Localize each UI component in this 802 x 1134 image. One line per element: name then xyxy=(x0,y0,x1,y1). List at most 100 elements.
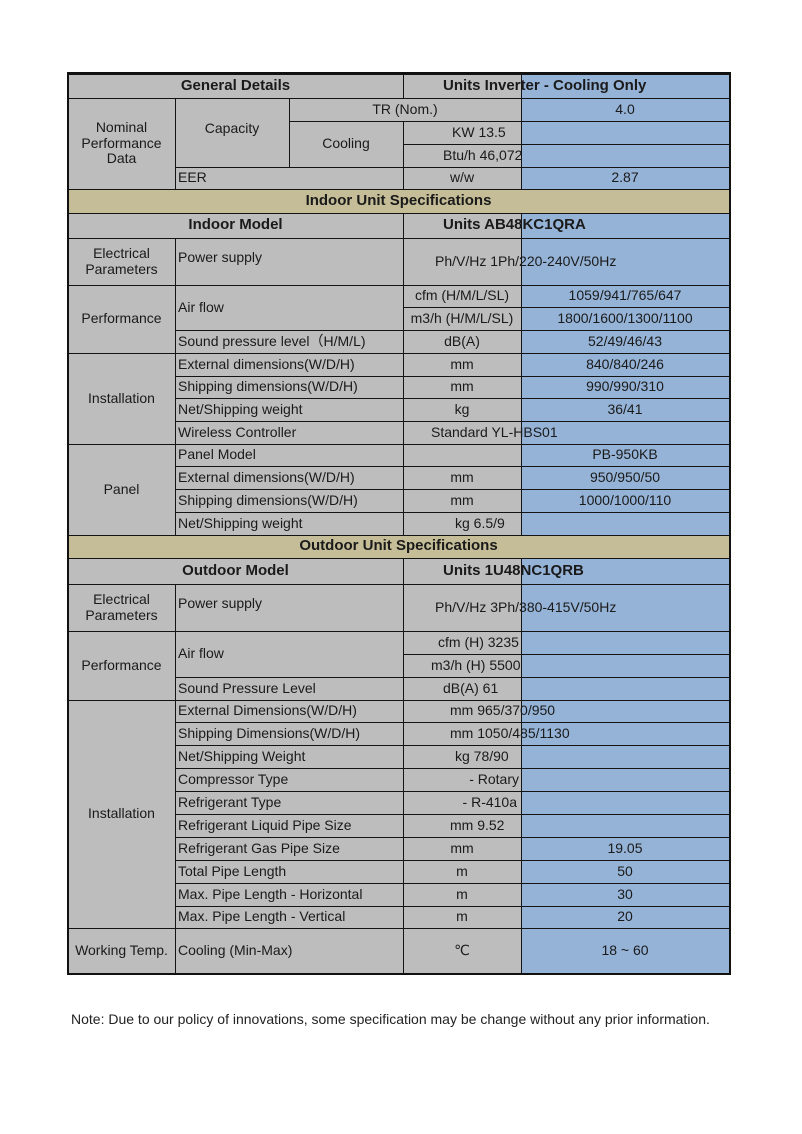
outdoor-model-unit-cell xyxy=(403,558,522,585)
indoor-panel-group-label: Panel xyxy=(103,480,140,497)
eer-unit: w/w xyxy=(449,169,475,186)
indoor-power-value: Ph/V/Hz 1Ph/220-240V/50Hz xyxy=(435,252,617,269)
tr-value: 4.0 xyxy=(615,100,635,117)
indoor-installation-group-label: Installation xyxy=(88,389,155,406)
indoor-wireless-row-label: Wireless Controller xyxy=(178,423,297,440)
indoor-sound-unit: dB(A) xyxy=(444,332,480,349)
cooling-label: Cooling xyxy=(322,135,370,152)
outdoor-installation-row-unit: m xyxy=(456,885,468,902)
working-temp-row-label-cell xyxy=(175,928,404,974)
footnote: Note: Due to our policy of innovations, … xyxy=(71,1011,710,1027)
indoor-sound-unit-cell xyxy=(403,330,522,354)
outdoor-installation-row-unit: mm xyxy=(450,839,474,856)
outdoor-installation-row-label: Compressor Type xyxy=(178,770,289,787)
indoor-airflow-label: Air flow xyxy=(178,298,224,315)
tr-value-cell xyxy=(521,98,730,122)
outdoor-model-value: Units 1U48NC1QRB xyxy=(443,561,584,579)
eer-label: EER xyxy=(178,169,207,186)
indoor-installation-row-value: 990/990/310 xyxy=(586,378,664,395)
indoor-model-value: Units AB48KC1QRA xyxy=(443,216,586,234)
nominal-group-label: Nominal Performance Data xyxy=(81,119,162,167)
outdoor-installation-row-value-cell xyxy=(521,745,730,769)
outdoor-installation-row-value-cell xyxy=(521,722,730,746)
outdoor-m3h-value-cell xyxy=(521,654,730,678)
indoor-panel-weight-row-label: Net/Shipping weight xyxy=(178,514,303,531)
indoor-panel-weight-row-value: kg 6.5/9 xyxy=(455,514,505,531)
indoor-installation-row-label: External dimensions(W/D/H) xyxy=(178,355,355,372)
indoor-panel-row-value: 1000/1000/110 xyxy=(578,491,672,508)
indoor-installation-row-label: Shipping dimensions(W/D/H) xyxy=(178,378,358,395)
indoor-panel-row-label-cell xyxy=(175,489,404,513)
indoor-section-title: Indoor Unit Specifications xyxy=(305,191,492,209)
indoor-panel-row-unit: mm xyxy=(450,491,474,508)
indoor-installation-row-unit: mm xyxy=(450,378,474,395)
indoor-panel-row-label: External dimensions(W/D/H) xyxy=(178,468,355,485)
outdoor-sound-value: dB(A) 61 xyxy=(443,679,499,696)
outdoor-installation-row-unit: m xyxy=(456,908,468,925)
outdoor-installation-row-value: mm 965/370/950 xyxy=(450,702,556,719)
indoor-panel-row-value-cell xyxy=(521,466,730,490)
outdoor-m3h-unit-cell xyxy=(403,654,522,678)
outdoor-installation-row-unit: m xyxy=(456,862,468,879)
indoor-wireless-row-value: Standard YL-HBS01 xyxy=(431,423,558,440)
outdoor-installation-row-label: Max. Pipe Length - Vertical xyxy=(178,908,346,925)
outdoor-installation-group xyxy=(68,700,176,929)
indoor-panel-row-label-cell xyxy=(175,466,404,490)
indoor-installation-row-value: 840/840/246 xyxy=(586,355,664,372)
indoor-installation-row-label-cell xyxy=(175,353,404,377)
outdoor-installation-row-label: Max. Pipe Length - Horizontal xyxy=(178,885,363,902)
outdoor-airflow-label: Air flow xyxy=(178,645,224,662)
indoor-performance-group-label: Performance xyxy=(81,310,162,327)
outdoor-installation-row-label-cell xyxy=(175,745,404,769)
working-temp-row-unit: ℃ xyxy=(454,941,470,958)
indoor-performance-group xyxy=(68,285,176,354)
indoor-installation-row-label: Net/Shipping weight xyxy=(178,400,303,417)
outdoor-installation-row-label: Total Pipe Length xyxy=(178,862,287,879)
outdoor-installation-row-label: Refrigerant Type xyxy=(178,793,282,810)
units-header-cell xyxy=(403,74,522,99)
outdoor-installation-row-value: kg 78/90 xyxy=(455,747,509,764)
outdoor-installation-row-value: 19.05 xyxy=(607,839,643,856)
outdoor-model-label: Outdoor Model xyxy=(182,561,289,579)
outdoor-section-title: Outdoor Unit Specifications xyxy=(299,537,498,555)
outdoor-cfm-value: cfm (H) 3235 xyxy=(438,633,519,650)
indoor-panel-weight-row-unit-cell xyxy=(403,512,522,536)
indoor-electrical-group-label: Electrical Parameters xyxy=(85,245,158,277)
tr-label: TR (Nom.) xyxy=(372,100,438,117)
indoor-m3h-unit: m3/h (H/M/L/SL) xyxy=(410,309,514,326)
capacity-cell xyxy=(175,98,290,168)
indoor-cfm-value: 1059/941/765/647 xyxy=(568,287,682,304)
outdoor-installation-group-label: Installation xyxy=(88,805,155,822)
indoor-model-label-cell xyxy=(68,213,404,239)
outdoor-power-label: Power supply xyxy=(178,595,263,612)
kw-value-cell xyxy=(521,121,730,145)
outdoor-cfm-value-cell xyxy=(521,631,730,655)
working-temp-row-unit-cell xyxy=(403,928,522,974)
kw-value: KW 13.5 xyxy=(452,123,506,140)
outdoor-installation-row-value: mm 1050/485/1130 xyxy=(450,724,570,741)
indoor-panel-row-label: Panel Model xyxy=(178,446,256,463)
working-temp-group-label: Working Temp. xyxy=(75,941,168,958)
indoor-panel-row-unit: mm xyxy=(450,468,474,485)
capacity-label: Capacity xyxy=(204,120,260,137)
outdoor-installation-row-label: Net/Shipping Weight xyxy=(178,747,306,764)
indoor-power-label-cell xyxy=(175,238,404,286)
outdoor-model-label-cell xyxy=(68,558,404,585)
outdoor-installation-row-value: 20 xyxy=(617,908,633,925)
indoor-panel-row-label: Shipping dimensions(W/D/H) xyxy=(178,491,358,508)
indoor-sound-value: 52/49/46/43 xyxy=(588,332,662,349)
outdoor-performance-group xyxy=(68,631,176,701)
outdoor-installation-row-unit-cell xyxy=(403,837,522,861)
outdoor-m3h-value: m3/h (H) 5500 xyxy=(431,656,521,673)
outdoor-installation-row-label: Refrigerant Liquid Pipe Size xyxy=(178,816,352,833)
outdoor-installation-row-label: Refrigerant Gas Pipe Size xyxy=(178,839,340,856)
indoor-model-label: Indoor Model xyxy=(188,216,283,234)
outdoor-section-band xyxy=(68,535,730,559)
outdoor-power-value: Ph/V/Hz 3Ph/380-415V/50Hz xyxy=(435,598,617,615)
general-details-title: General Details xyxy=(180,76,291,94)
outdoor-installation-row-value: - R-410a xyxy=(462,793,517,810)
indoor-cfm-unit: cfm (H/M/L/SL) xyxy=(414,287,510,304)
eer-value: 2.87 xyxy=(611,169,639,186)
outdoor-installation-row-value-cell xyxy=(521,791,730,815)
outdoor-installation-row-value-cell xyxy=(521,768,730,792)
